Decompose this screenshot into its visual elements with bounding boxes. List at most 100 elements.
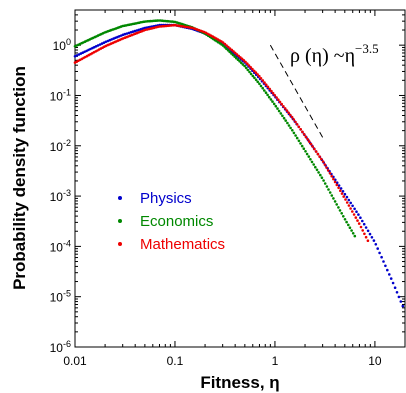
data-point [225,44,228,47]
data-point [380,255,383,259]
data-point [249,66,252,69]
data-point [339,189,342,192]
data-point [313,147,316,151]
data-point [256,73,259,76]
data-point [351,204,354,208]
data-point [268,87,272,91]
data-point [275,96,278,99]
data-point [332,197,335,200]
data-point [294,120,297,124]
y-tick-label: 10-1 [50,87,71,103]
data-point [228,50,231,54]
data-point [368,232,372,236]
data-point [364,226,368,229]
legend-label-economics: Economics [140,213,213,230]
series-economics [73,19,357,238]
data-point [272,102,276,106]
data-point [359,216,362,219]
y-tick-label: 10-3 [50,188,71,204]
data-point [277,109,281,113]
y-tick-label: 10-4 [50,238,71,254]
data-point [261,79,265,82]
data-point [342,195,346,198]
data-point [75,54,79,57]
data-point [267,95,271,99]
data-point [378,251,381,255]
data-point [310,160,314,164]
data-point [292,131,296,135]
annotation-formula-base: ρ (η) ~η [290,45,355,67]
data-point [315,168,319,172]
data-point [297,139,301,143]
data-point [372,239,376,242]
legend: Physics Economics Mathematics [118,190,225,253]
data-point [382,260,385,263]
data-point [236,58,240,61]
data-point [254,78,258,82]
data-point [241,63,245,66]
data-point [333,180,337,184]
data-point [233,55,236,58]
data-point [243,64,246,68]
data-point [393,286,397,290]
data-point [347,223,350,227]
data-point [253,76,256,80]
data-point [252,69,256,73]
x-tick-label: 1 [272,354,279,368]
data-point [304,150,307,153]
data-point [251,74,255,78]
data-point [256,80,260,84]
data-point [350,229,353,232]
data-point [302,147,306,150]
data-point [355,210,358,213]
data-point [319,173,322,177]
data-point [347,204,351,207]
data-point [286,121,289,125]
data-point [258,74,261,78]
data-point [266,93,269,97]
data-point [337,186,340,190]
data-point [351,210,354,213]
data-point [314,150,318,153]
data-point [263,81,266,84]
data-point [332,177,335,181]
data-point [326,169,330,172]
data-point [337,206,340,209]
data-point [357,222,361,225]
data-point [335,203,339,206]
data-point [321,160,325,163]
data-point [110,38,113,41]
data-point [337,184,341,187]
data-point [322,179,325,182]
data-point [316,152,320,156]
data-point [362,222,366,226]
data-point [244,60,247,64]
data-point [347,198,351,202]
data-point [364,235,368,239]
data-point [328,191,332,194]
data-point [89,47,92,51]
legend-label-physics: Physics [140,190,192,207]
data-point [290,115,294,119]
data-point [391,281,395,285]
data-point [123,32,127,36]
data-point [349,207,352,210]
data-point [228,47,232,50]
data-point [104,40,108,44]
legend-marker-physics [118,196,122,200]
data-point [299,128,303,131]
x-tick-label: 0.01 [63,354,87,368]
data-point [328,172,332,175]
data-point [289,113,292,117]
data-point [246,62,249,65]
x-axis-title: Fitness, η [200,373,279,392]
data-point [300,144,304,148]
data-point [249,72,253,76]
data-point [247,64,251,67]
data-point [258,82,261,86]
legend-marker-mathematics [118,242,122,246]
x-tick-labels: 0.01 0.1 1 10 [63,354,382,368]
annotation-formula-exponent: −3.5 [355,41,379,56]
x-tick-label: 10 [368,354,382,368]
data-point [374,243,378,246]
